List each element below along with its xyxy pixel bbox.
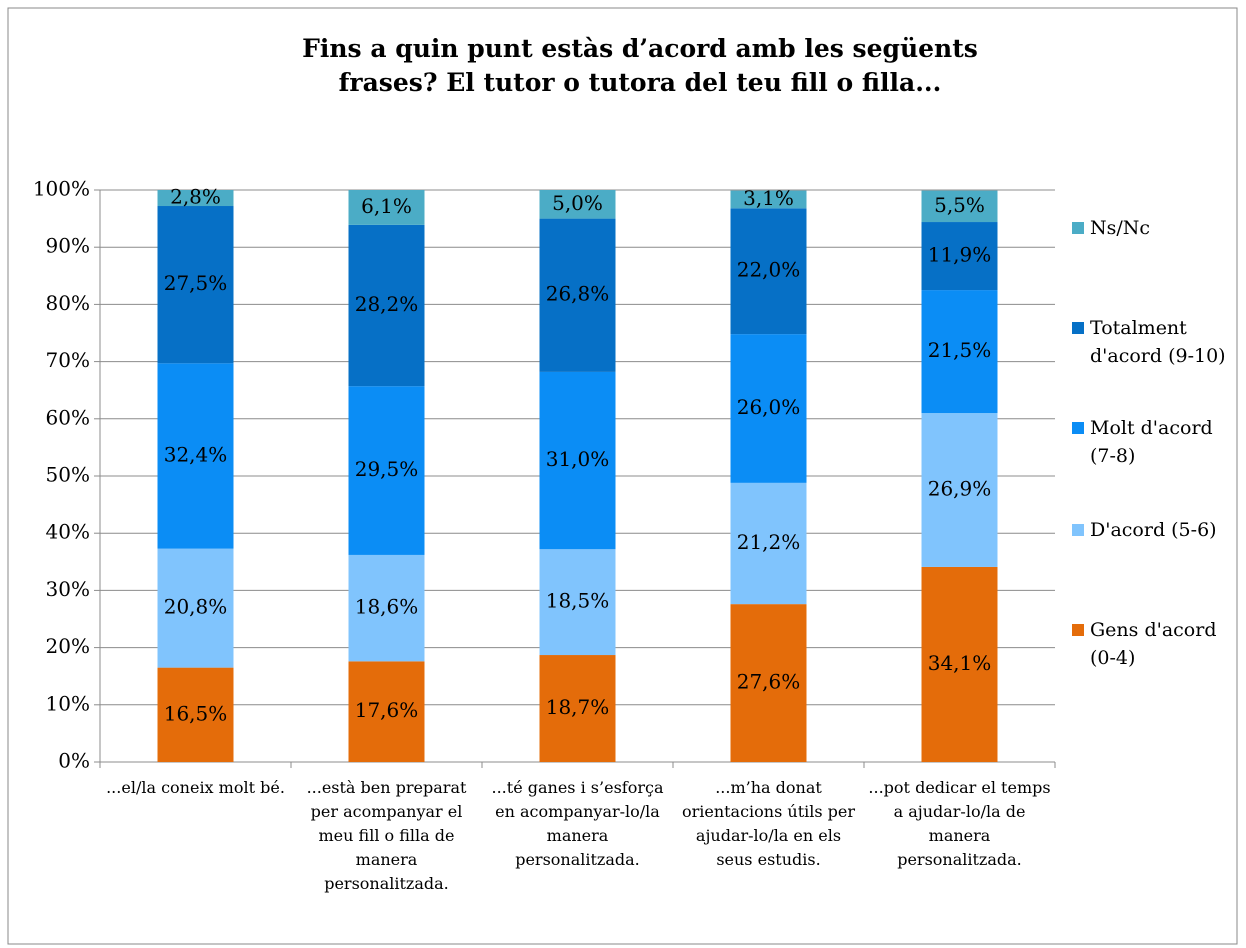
bar-segment bbox=[157, 548, 234, 668]
bar-segment bbox=[157, 190, 234, 207]
chart-title: Fins a quin punt estàs d’acord amb les s… bbox=[302, 34, 978, 97]
data-label: 26,0% bbox=[737, 395, 801, 419]
y-tick-label: 60% bbox=[46, 405, 90, 429]
data-label: 6,1% bbox=[361, 194, 412, 218]
bar-segment bbox=[157, 667, 234, 762]
legend-label: Totalment d'acord (9-10) bbox=[1090, 317, 1226, 367]
data-label: 2,8% bbox=[170, 185, 221, 209]
y-tick-label: 10% bbox=[46, 691, 90, 715]
data-label: 16,5% bbox=[164, 701, 228, 725]
bar-segment bbox=[730, 208, 807, 335]
data-label: 20,8% bbox=[164, 595, 228, 619]
data-label: 3,1% bbox=[743, 186, 794, 210]
bar-segment bbox=[730, 482, 807, 605]
y-tick-label: 50% bbox=[46, 463, 90, 487]
legend-entry: Ns/Nc bbox=[1072, 214, 1242, 242]
legend-entry: Totalment d'acord (9-10) bbox=[1072, 314, 1242, 370]
legend-label: Gens d'acord (0-4) bbox=[1090, 619, 1217, 669]
bar-segment bbox=[921, 566, 998, 762]
data-label: 27,6% bbox=[737, 670, 801, 694]
bar-segment bbox=[539, 655, 616, 762]
data-label: 31,0% bbox=[546, 447, 610, 471]
x-tick-label: ...pot dedicar el temps a ajudar-lo/la d… bbox=[868, 778, 1051, 869]
bar-segment bbox=[539, 549, 616, 656]
y-tick-label: 100% bbox=[33, 177, 90, 201]
legend-swatch bbox=[1072, 524, 1084, 536]
legend-swatch bbox=[1072, 322, 1084, 334]
bar-segment bbox=[348, 554, 425, 662]
bar-segment bbox=[348, 661, 425, 762]
data-label: 26,9% bbox=[928, 477, 992, 501]
data-label: 34,1% bbox=[928, 651, 992, 675]
legend-label: Ns/Nc bbox=[1090, 217, 1151, 239]
data-label: 29,5% bbox=[355, 457, 419, 481]
y-tick-label: 20% bbox=[46, 634, 90, 658]
bar-segment bbox=[730, 604, 807, 762]
data-label: 32,4% bbox=[164, 442, 228, 466]
legend-swatch bbox=[1072, 422, 1084, 434]
data-label: 5,0% bbox=[552, 191, 603, 215]
data-label: 18,5% bbox=[546, 589, 610, 613]
y-tick-label: 40% bbox=[46, 520, 90, 544]
frame bbox=[7, 7, 1238, 945]
bar-segment bbox=[539, 190, 616, 219]
bar-segment bbox=[539, 371, 616, 550]
data-label: 27,5% bbox=[164, 271, 228, 295]
data-label: 5,5% bbox=[934, 193, 985, 217]
y-tick-label: 30% bbox=[46, 577, 90, 601]
data-label: 18,7% bbox=[546, 695, 610, 719]
legend-label: Molt d'acord (7-8) bbox=[1090, 417, 1213, 467]
bar-segment bbox=[157, 206, 234, 364]
bar-segment bbox=[348, 224, 425, 387]
bar-segment bbox=[730, 190, 807, 209]
x-tick-label: ...m’ha donat orientacions útils per aju… bbox=[681, 778, 856, 869]
data-label: 17,6% bbox=[355, 698, 419, 722]
legend-label: D'acord (5-6) bbox=[1090, 519, 1217, 541]
data-label: 26,8% bbox=[546, 282, 610, 306]
legend-entry: Molt d'acord (7-8) bbox=[1072, 414, 1242, 470]
y-tick-label: 80% bbox=[46, 291, 90, 315]
bar-segment bbox=[921, 190, 998, 223]
bar-segment bbox=[157, 363, 234, 549]
y-tick-label: 0% bbox=[58, 749, 90, 773]
y-tick-label: 70% bbox=[46, 348, 90, 372]
data-label: 21,2% bbox=[737, 530, 801, 554]
legend-swatch bbox=[1072, 624, 1084, 636]
bar-segment bbox=[921, 413, 998, 567]
bar-segment bbox=[348, 190, 425, 225]
legend-swatch bbox=[1072, 222, 1084, 234]
bar-segment bbox=[348, 386, 425, 555]
data-label: 18,6% bbox=[355, 595, 419, 619]
bar-segment bbox=[921, 290, 998, 414]
x-tick-label: ...té ganes i s’esforça en acompanyar-lo… bbox=[491, 778, 664, 869]
bar-segment bbox=[921, 222, 998, 291]
data-label: 21,5% bbox=[928, 338, 992, 362]
bar-segment bbox=[730, 334, 807, 483]
legend-entry: D'acord (5-6) bbox=[1072, 516, 1242, 544]
data-label: 22,0% bbox=[737, 258, 801, 282]
data-label: 11,9% bbox=[928, 243, 992, 267]
bar-segment bbox=[539, 218, 616, 372]
data-label: 28,2% bbox=[355, 292, 419, 316]
legend-entry: Gens d'acord (0-4) bbox=[1072, 616, 1242, 672]
x-tick-label: ...el/la coneix molt bé. bbox=[106, 778, 285, 797]
y-tick-label: 90% bbox=[46, 234, 90, 258]
x-tick-label: ...està ben preparat per acompanyar el m… bbox=[306, 778, 467, 893]
